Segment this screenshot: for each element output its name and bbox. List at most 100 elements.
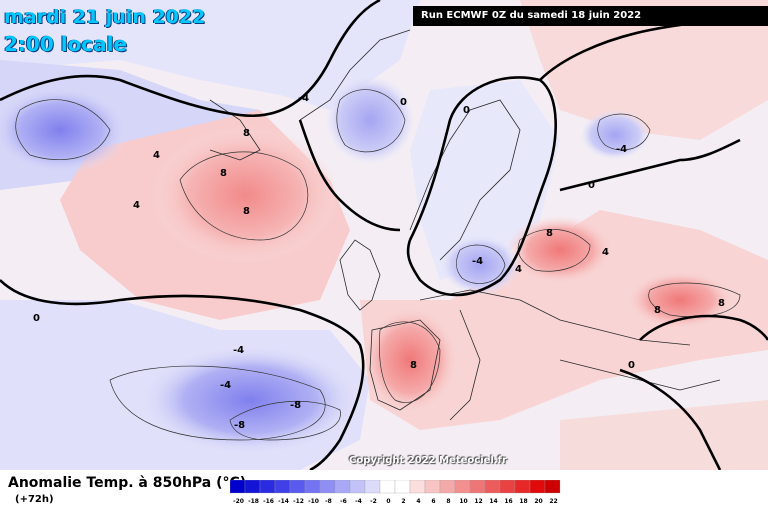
zero-line-south	[0, 279, 365, 470]
scale-swatch	[304, 480, 321, 494]
isoline-label: -4	[233, 345, 245, 356]
isoline-label: 8	[718, 298, 725, 309]
scale-tick-label: 10	[459, 498, 467, 505]
scale-tick-label: -16	[263, 498, 274, 505]
isoline-minus4-northwest	[15, 99, 111, 160]
isoline-minus4-norway	[336, 89, 406, 153]
scale-swatch	[334, 480, 351, 494]
cold-core-northwest	[0, 85, 130, 175]
scale-tick-label: 0	[386, 498, 390, 505]
warm-zone-europe	[360, 210, 768, 430]
anomaly-field	[0, 0, 768, 470]
legend-title: Anomalie Temp. à 850hPa (°C)	[8, 475, 247, 491]
isoline-minus4-southwest	[109, 365, 326, 441]
scale-swatch	[529, 480, 546, 494]
cold-core-southwest	[140, 345, 360, 455]
isoline-label: -8	[234, 420, 246, 431]
scale-tick-label: 14	[489, 498, 497, 505]
scale-tick-label: 4	[416, 498, 420, 505]
warm-zone-northeast	[520, 0, 768, 140]
cold-core-arctic	[580, 110, 650, 160]
scale-swatch	[394, 480, 411, 494]
isoline-minus4-baltic	[456, 244, 506, 284]
isoline-label: 8	[243, 128, 250, 139]
isoline-label: 0	[33, 313, 40, 324]
valid-date-title: mardi 21 juin 2022	[4, 6, 206, 28]
zero-line-mid-east	[559, 138, 741, 192]
scale-tick-label: -8	[325, 498, 332, 505]
scale-tick-label: 16	[504, 498, 512, 505]
isoline-label: 8	[654, 305, 661, 316]
scale-swatch	[289, 480, 306, 494]
scale-swatch	[424, 480, 441, 494]
copyright-text: Copyright 2022 Meteociel.fr	[349, 455, 507, 466]
scale-tick-label: -4	[355, 498, 362, 505]
scale-tick-label: 8	[446, 498, 450, 505]
scale-swatch	[439, 480, 456, 494]
scale-swatch	[499, 480, 516, 494]
zero-line-north	[0, 0, 381, 118]
scale-tick-label: 22	[549, 498, 557, 505]
scale-tick-label: -10	[308, 498, 319, 505]
scale-swatch	[259, 480, 276, 494]
scale-swatch	[349, 480, 366, 494]
scale-swatch	[319, 480, 336, 494]
scale-swatch	[544, 480, 561, 494]
thin-isolines	[15, 89, 741, 441]
isoline-label: 8	[220, 168, 227, 179]
scale-swatch	[454, 480, 471, 494]
isoline-label: 4	[515, 264, 522, 275]
coast-iberia	[369, 319, 441, 411]
isoline-minus8-southwest	[229, 400, 341, 441]
isoline-label: 4	[133, 200, 140, 211]
zero-line-southeast	[619, 368, 722, 470]
scale-swatch	[409, 480, 426, 494]
isoline-label: 4	[153, 150, 160, 161]
scale-swatch	[244, 480, 261, 494]
isoline-8-atlantic	[179, 151, 309, 241]
coast-black-sea	[559, 359, 721, 391]
scale-tick-label: -14	[278, 498, 289, 505]
isoline-label: -4	[220, 380, 232, 391]
zero-line-east	[639, 314, 768, 341]
warm-core-russia	[505, 215, 615, 285]
isoline-label: -4	[472, 256, 484, 267]
isoline-label: -4	[298, 93, 310, 104]
scale-tick-label: -12	[293, 498, 304, 505]
scale-swatch	[379, 480, 396, 494]
color-scale: -20 -18 -16 -14 -12 -10 -8 -6 -4 -2 0 2 4 6 8 10 12 14 16 1…	[230, 480, 561, 505]
warm-core-atlantic	[150, 125, 340, 265]
anomaly-map: 0 0 0 0 4 4 8 8 8 -4 -4 -4 -8 -8 8 8 8 8…	[0, 0, 768, 470]
isoline-8-russia	[517, 229, 591, 272]
scale-tick-label: 18	[519, 498, 527, 505]
isoline-label: 0	[463, 105, 470, 116]
coast-italy	[449, 309, 481, 421]
isoline-8-iberia	[379, 321, 441, 403]
scale-swatch	[230, 480, 246, 494]
scale-swatch	[484, 480, 501, 494]
isoline-minus4-arctic	[597, 113, 651, 151]
warm-core-iberia	[360, 305, 460, 415]
run-banner: Run ECMWF 0Z du samedi 18 juin 2022	[413, 6, 768, 26]
warm-zone-southeast	[560, 400, 768, 470]
scale-tick-label: -18	[248, 498, 259, 505]
valid-time-title: 2:00 locale	[4, 32, 128, 56]
coastlines	[209, 29, 721, 421]
isoline-label: 0	[588, 180, 595, 191]
scale-swatch	[274, 480, 291, 494]
isoline-label: 4	[602, 247, 609, 258]
zero-line-iceland-uk	[298, 119, 401, 232]
isoline-label: -8	[290, 400, 302, 411]
isoline-label: 0	[628, 360, 635, 371]
coast-british-isles	[339, 239, 381, 311]
scale-swatch	[514, 480, 531, 494]
isoline-label: 8	[410, 360, 417, 371]
scale-swatch	[364, 480, 381, 494]
scale-tick-label: -6	[340, 498, 347, 505]
scale-tick-label: 12	[474, 498, 482, 505]
isoline-label: 8	[546, 228, 553, 239]
scale-swatch	[469, 480, 486, 494]
scale-tick-label: 6	[431, 498, 435, 505]
scale-tick-label: 2	[401, 498, 405, 505]
